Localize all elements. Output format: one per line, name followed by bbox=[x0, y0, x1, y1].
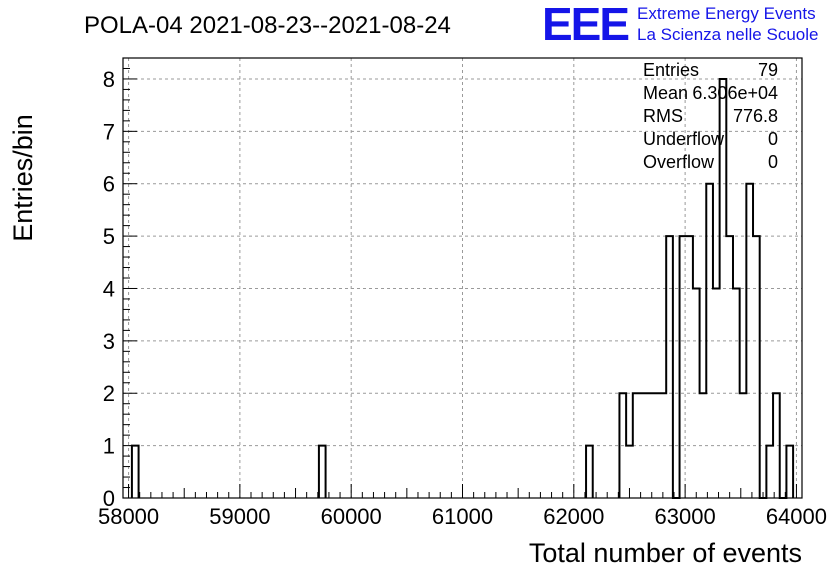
stats-label: Mean bbox=[643, 83, 688, 103]
y-tick-label: 0 bbox=[103, 486, 115, 511]
x-tick-label: 60000 bbox=[321, 504, 382, 529]
y-tick-label: 7 bbox=[103, 119, 115, 144]
logo-mark: EEE bbox=[542, 0, 628, 50]
x-tick-label: 58000 bbox=[98, 504, 159, 529]
y-tick-label: 2 bbox=[103, 381, 115, 406]
y-axis-ticks: 0 1 2 3 4 5 6 7 8 bbox=[103, 57, 137, 511]
stats-value: 776.8 bbox=[733, 106, 778, 126]
y-tick-label: 5 bbox=[103, 224, 115, 249]
x-tick-label: 59000 bbox=[209, 504, 270, 529]
y-tick-label: 3 bbox=[103, 329, 115, 354]
stats-box: Entries 79 Mean 6.306e+04 RMS 776.8 Underflow 0… bbox=[643, 60, 778, 172]
stats-value: 6.306e+04 bbox=[692, 83, 778, 103]
x-tick-label: 64000 bbox=[766, 504, 827, 529]
y-tick-label: 6 bbox=[103, 172, 115, 197]
chart-title: POLA-04 2021-08-23--2021-08-24 bbox=[84, 12, 451, 39]
x-tick-label: 61000 bbox=[432, 504, 493, 529]
stats-value: 0 bbox=[768, 152, 778, 172]
stats-label: RMS bbox=[643, 106, 683, 126]
stats-value: 0 bbox=[768, 129, 778, 149]
x-axis-ticks: 58000 59000 60000 61000 62000 63000 64000 bbox=[98, 484, 827, 529]
y-tick-label: 4 bbox=[103, 276, 115, 301]
x-tick-label: 62000 bbox=[543, 504, 604, 529]
eee-logo: EEE Extreme Energy Events La Scienza nel… bbox=[542, 0, 818, 50]
y-tick-label: 8 bbox=[103, 67, 115, 92]
y-axis-title: Entries/bin bbox=[8, 114, 38, 242]
y-tick-label: 1 bbox=[103, 434, 115, 459]
x-axis-title: Total number of events bbox=[529, 538, 802, 568]
stats-label: Overflow bbox=[643, 152, 715, 172]
stats-label: Entries bbox=[643, 60, 699, 80]
stats-label: Underflow bbox=[643, 129, 725, 149]
logo-line-2: La Scienza nelle Scuole bbox=[637, 25, 818, 44]
logo-line-1: Extreme Energy Events bbox=[637, 4, 816, 23]
x-tick-label: 63000 bbox=[655, 504, 716, 529]
stats-value: 79 bbox=[758, 60, 778, 80]
